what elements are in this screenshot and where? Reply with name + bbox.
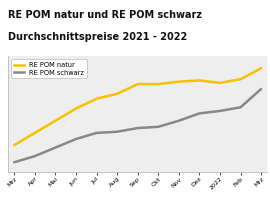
Text: Durchschnittspreise 2021 - 2022: Durchschnittspreise 2021 - 2022 <box>8 32 187 42</box>
Text: RE POM natur und RE POM schwarz: RE POM natur und RE POM schwarz <box>8 10 202 20</box>
Legend: RE POM natur, RE POM schwarz: RE POM natur, RE POM schwarz <box>11 59 87 78</box>
Text: © 2022 Kunststoff Information, Bad Homburg - www.kiweb.de: © 2022 Kunststoff Information, Bad Hombu… <box>5 188 168 194</box>
